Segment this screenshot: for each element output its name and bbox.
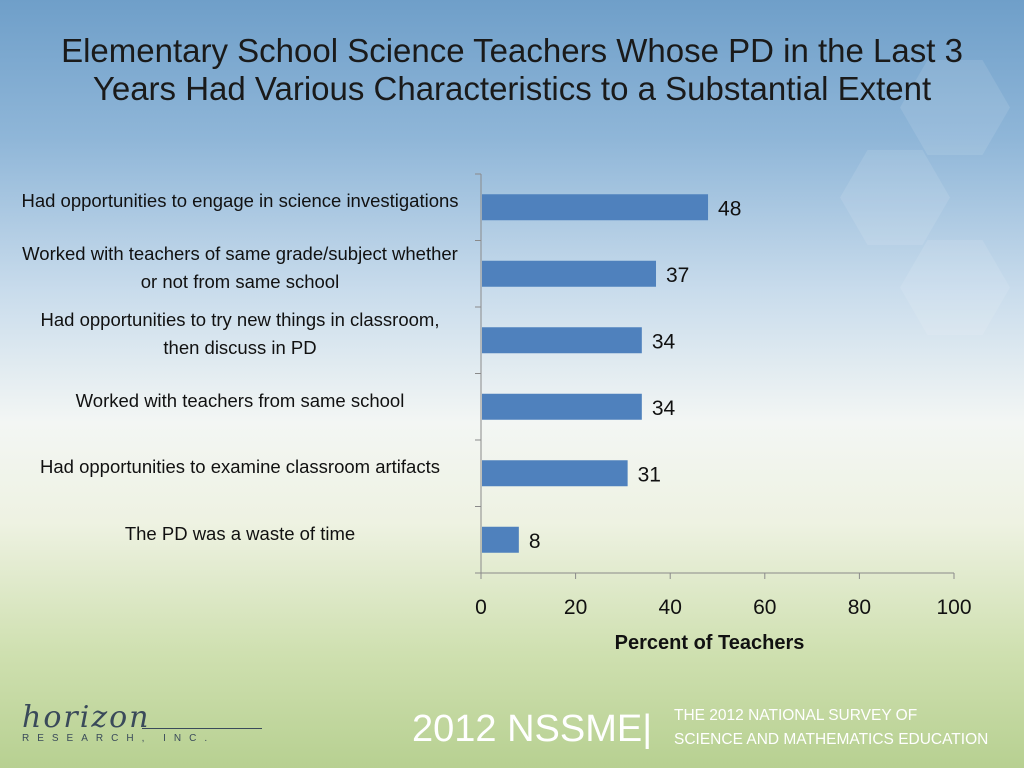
logo-subtitle: RESEARCH, INC. xyxy=(22,733,216,744)
footer-subtitle-line2: SCIENCE AND MATHEMATICS EDUCATION xyxy=(674,731,989,748)
logo-underline xyxy=(142,728,262,729)
logo-wordmark: horizon xyxy=(22,700,151,735)
bar xyxy=(482,393,642,420)
x-tick-label: 40 xyxy=(659,596,682,619)
data-label: 31 xyxy=(638,463,661,486)
x-tick-label: 80 xyxy=(848,596,871,619)
bar xyxy=(482,260,657,287)
x-tick-label: 60 xyxy=(753,596,776,619)
horizon-research-logo: horizon RESEARCH, INC. xyxy=(22,700,262,744)
footer-subtitle-line1: THE 2012 NATIONAL SURVEY OF xyxy=(674,707,918,724)
data-label: 34 xyxy=(652,397,676,420)
footer-subtitle: THE 2012 NATIONAL SURVEY OF SCIENCE AND … xyxy=(674,704,988,752)
data-label: 34 xyxy=(652,330,676,353)
x-tick-label: 100 xyxy=(936,596,971,619)
category-label: Worked with teachers from same school xyxy=(75,389,405,411)
x-tick-label: 0 xyxy=(475,596,487,619)
bar xyxy=(482,194,709,221)
category-label: Had opportunities to examine classroom a… xyxy=(40,456,440,478)
bar xyxy=(482,327,642,354)
category-label: The PD was a waste of time xyxy=(124,522,356,544)
chart-title: Elementary School Science Teachers Whose… xyxy=(61,32,963,107)
footer-brand: 2012 NSSME| xyxy=(412,708,653,750)
x-tick-label: 20 xyxy=(564,596,587,619)
category-label: Had opportunities to try new things in c… xyxy=(40,309,440,359)
x-axis-title: Percent of Teachers xyxy=(615,632,805,654)
category-label: Worked with teachers of same grade/subje… xyxy=(22,242,458,292)
data-label: 48 xyxy=(718,197,741,220)
category-label: Had opportunities to engage in science i… xyxy=(21,190,459,212)
data-label: 37 xyxy=(666,264,689,287)
bar xyxy=(482,526,519,553)
data-label: 8 xyxy=(529,530,541,553)
bar xyxy=(482,460,628,487)
